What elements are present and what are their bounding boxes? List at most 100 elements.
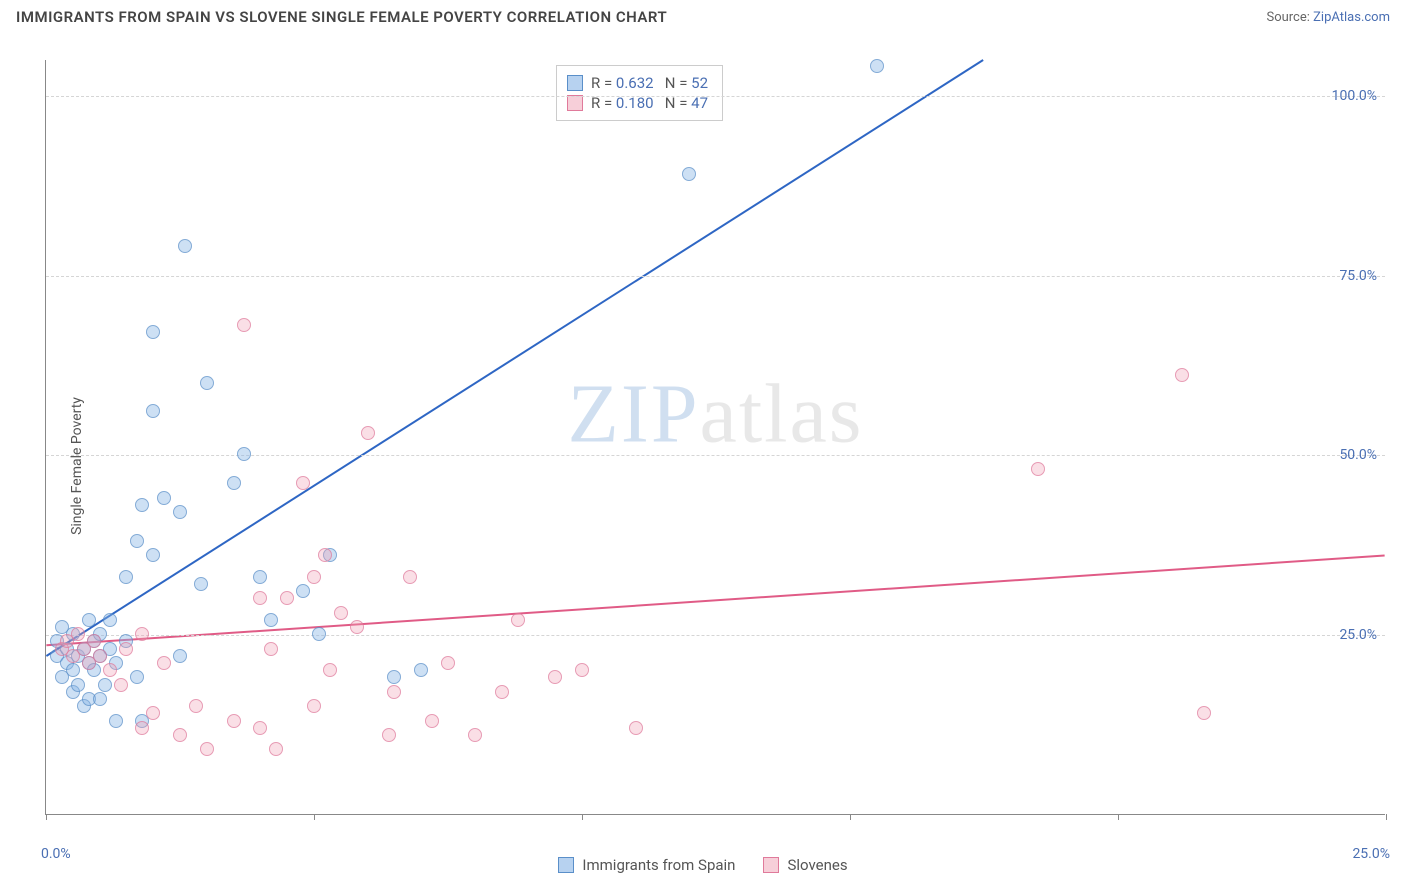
x-tick	[1118, 814, 1119, 820]
y-tick-label: 75.0%	[1339, 268, 1377, 284]
data-point	[425, 714, 439, 728]
data-point	[414, 663, 428, 677]
data-point	[98, 678, 112, 692]
data-point	[296, 476, 310, 490]
swatch-pink	[567, 95, 583, 111]
data-point	[173, 728, 187, 742]
data-point	[93, 692, 107, 706]
gridline	[46, 276, 1385, 277]
x-tick	[850, 814, 851, 820]
legend-item-spain: Immigrants from Spain	[558, 856, 735, 874]
chart-container: Single Female Poverty ZIPatlas R = 0.632…	[0, 40, 1406, 892]
data-point	[253, 721, 267, 735]
data-point	[350, 620, 364, 634]
source-link[interactable]: ZipAtlas.com	[1313, 10, 1390, 25]
data-point	[495, 685, 509, 699]
data-point	[71, 627, 85, 641]
data-point	[130, 670, 144, 684]
data-point	[173, 649, 187, 663]
data-point	[227, 476, 241, 490]
data-point	[189, 699, 203, 713]
data-point	[146, 548, 160, 562]
data-point	[66, 663, 80, 677]
data-point	[870, 59, 884, 73]
legend-item-slovenes: Slovenes	[763, 856, 847, 874]
data-point	[114, 678, 128, 692]
data-point	[103, 613, 117, 627]
series-legend: Immigrants from Spain Slovenes	[0, 856, 1406, 874]
data-point	[334, 606, 348, 620]
chart-title: IMMIGRANTS FROM SPAIN VS SLOVENE SINGLE …	[16, 8, 667, 26]
data-point	[146, 404, 160, 418]
correlation-legend: R = 0.632 N = 52 R = 0.180 N = 47	[556, 65, 723, 121]
data-point	[307, 570, 321, 584]
data-point	[119, 570, 133, 584]
legend-row-blue: R = 0.632 N = 52	[567, 74, 708, 92]
y-tick-label: 50.0%	[1339, 447, 1377, 463]
data-point	[511, 613, 525, 627]
data-point	[323, 663, 337, 677]
watermark: ZIPatlas	[568, 366, 864, 463]
data-point	[157, 491, 171, 505]
data-point	[135, 721, 149, 735]
data-point	[253, 591, 267, 605]
data-point	[307, 699, 321, 713]
data-point	[119, 642, 133, 656]
trend-lines	[46, 60, 1385, 814]
data-point	[71, 678, 85, 692]
data-point	[130, 534, 144, 548]
data-point	[312, 627, 326, 641]
data-point	[173, 505, 187, 519]
data-point	[575, 663, 589, 677]
data-point	[264, 642, 278, 656]
data-point	[468, 728, 482, 742]
data-point	[1197, 706, 1211, 720]
data-point	[296, 584, 310, 598]
gridline	[46, 635, 1385, 636]
data-point	[682, 167, 696, 181]
data-point	[318, 548, 332, 562]
data-point	[178, 239, 192, 253]
x-tick	[582, 814, 583, 820]
data-point	[403, 570, 417, 584]
data-point	[109, 714, 123, 728]
data-point	[93, 649, 107, 663]
data-point	[1175, 368, 1189, 382]
swatch-blue-icon	[558, 857, 574, 873]
data-point	[387, 670, 401, 684]
x-tick	[314, 814, 315, 820]
data-point	[87, 634, 101, 648]
data-point	[441, 656, 455, 670]
x-tick	[1386, 814, 1387, 820]
data-point	[629, 721, 643, 735]
data-point	[237, 318, 251, 332]
data-point	[103, 663, 117, 677]
data-point	[146, 706, 160, 720]
data-point	[264, 613, 278, 627]
data-point	[387, 685, 401, 699]
data-point	[253, 570, 267, 584]
data-point	[269, 742, 283, 756]
data-point	[157, 656, 171, 670]
swatch-pink-icon	[763, 857, 779, 873]
data-point	[382, 728, 396, 742]
data-point	[194, 577, 208, 591]
data-point	[361, 426, 375, 440]
data-point	[146, 325, 160, 339]
data-point	[280, 591, 294, 605]
data-point	[82, 613, 96, 627]
data-point	[227, 714, 241, 728]
data-point	[200, 742, 214, 756]
y-tick-label: 100.0%	[1332, 88, 1377, 104]
data-point	[548, 670, 562, 684]
plot-area: ZIPatlas R = 0.632 N = 52 R = 0.180 N = …	[45, 60, 1385, 815]
data-point	[200, 376, 214, 390]
data-point	[135, 498, 149, 512]
source-attribution: Source: ZipAtlas.com	[1266, 10, 1390, 25]
swatch-blue	[567, 75, 583, 91]
chart-header: IMMIGRANTS FROM SPAIN VS SLOVENE SINGLE …	[0, 0, 1406, 30]
data-point	[1031, 462, 1045, 476]
data-point	[135, 627, 149, 641]
gridline	[46, 96, 1385, 97]
x-tick	[46, 814, 47, 820]
